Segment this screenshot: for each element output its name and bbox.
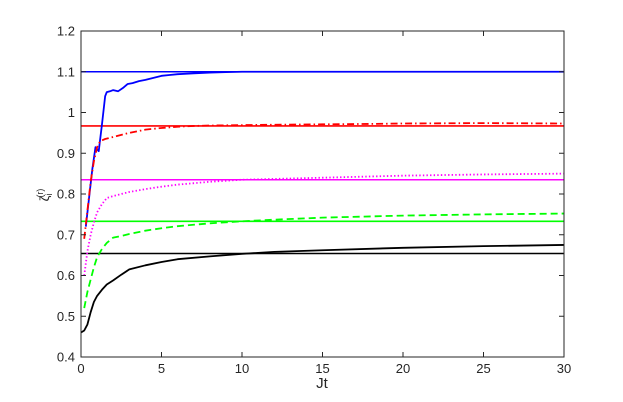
y-axis-title-main: ζ xyxy=(37,195,52,201)
x-tick-label: 15 xyxy=(315,361,329,376)
x-tick-label: 25 xyxy=(476,361,490,376)
y-tick-label: 0.5 xyxy=(57,309,75,324)
x-tick-label: 0 xyxy=(77,361,84,376)
y-tick-label: 1 xyxy=(68,105,75,120)
plot-area xyxy=(81,70,564,334)
x-axis-title: Jt xyxy=(316,375,329,392)
x-tick-label: 10 xyxy=(235,361,249,376)
plot-clip-group xyxy=(81,70,564,334)
y-axis-title-subscript: i xyxy=(44,194,54,196)
x-tick-label: 30 xyxy=(557,361,571,376)
y-tick-label: 0.4 xyxy=(57,350,75,365)
x-tick-label: 20 xyxy=(396,361,410,376)
series-line-4 xyxy=(81,244,564,334)
y-tick-label: 0.8 xyxy=(57,187,75,202)
series-line-3 xyxy=(83,212,564,309)
y-tick-label: 0.6 xyxy=(57,268,75,283)
series-line-2 xyxy=(83,172,564,276)
y-tick-label: 1.2 xyxy=(57,24,75,39)
axes: 0 5 10 15 20 25 30 0.4 0.5 0.6 0.7 0.8 0.9 1 1.1 1.2 xyxy=(57,24,571,377)
y-axis-title: ζi(r) xyxy=(35,189,54,202)
y-tick-label: 0.9 xyxy=(57,146,75,161)
y-axis-title-superscript: (r) xyxy=(35,189,45,198)
y-tick-label: 0.7 xyxy=(57,227,75,242)
x-tick-label: 5 xyxy=(158,361,165,376)
series-line-1 xyxy=(83,122,564,239)
series-line-0 xyxy=(84,70,564,227)
y-tick-label: 1.1 xyxy=(57,64,75,79)
